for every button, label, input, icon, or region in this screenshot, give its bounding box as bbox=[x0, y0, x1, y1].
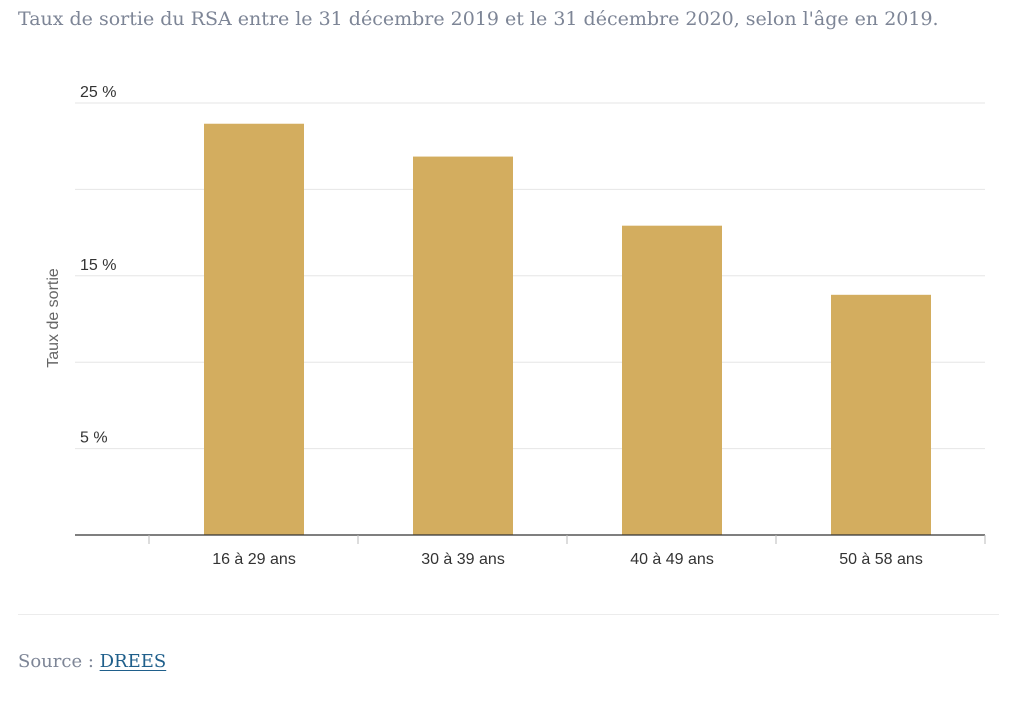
x-axis bbox=[75, 534, 986, 544]
bars bbox=[204, 123, 931, 536]
y-axis-title: Taux de sortie bbox=[45, 268, 62, 368]
y-tick-label-5: 5 % bbox=[80, 430, 108, 447]
x-category-label-1: 16 à 29 ans bbox=[212, 551, 296, 568]
bar-1 bbox=[204, 123, 304, 536]
bar-4 bbox=[831, 294, 931, 535]
chart-subtitle: Taux de sortie du RSA entre le 31 décemb… bbox=[18, 8, 939, 30]
y-tick-label-25: 25 % bbox=[80, 84, 116, 101]
bar-3 bbox=[622, 225, 722, 536]
x-category-label-4: 50 à 58 ans bbox=[839, 551, 923, 568]
x-category-labels: 16 à 29 ans 30 à 39 ans 40 à 49 ans 50 à 58… bbox=[212, 551, 923, 568]
x-category-label-2: 30 à 39 ans bbox=[421, 551, 505, 568]
source-line: Source : DREES bbox=[18, 651, 166, 672]
y-tick-labels: 5 % 15 % 25 % bbox=[80, 84, 116, 447]
footer-divider bbox=[18, 614, 999, 615]
bar-chart: 5 % 15 % 25 % 16 à 29 ans 30 à 39 ans 40 à 4… bbox=[45, 84, 986, 568]
source-link-drees[interactable]: DREES bbox=[99, 651, 167, 672]
bar-2 bbox=[413, 156, 513, 535]
y-tick-label-15: 15 % bbox=[80, 257, 116, 274]
source-prefix: Source : bbox=[18, 651, 100, 672]
x-category-label-3: 40 à 49 ans bbox=[630, 551, 714, 568]
